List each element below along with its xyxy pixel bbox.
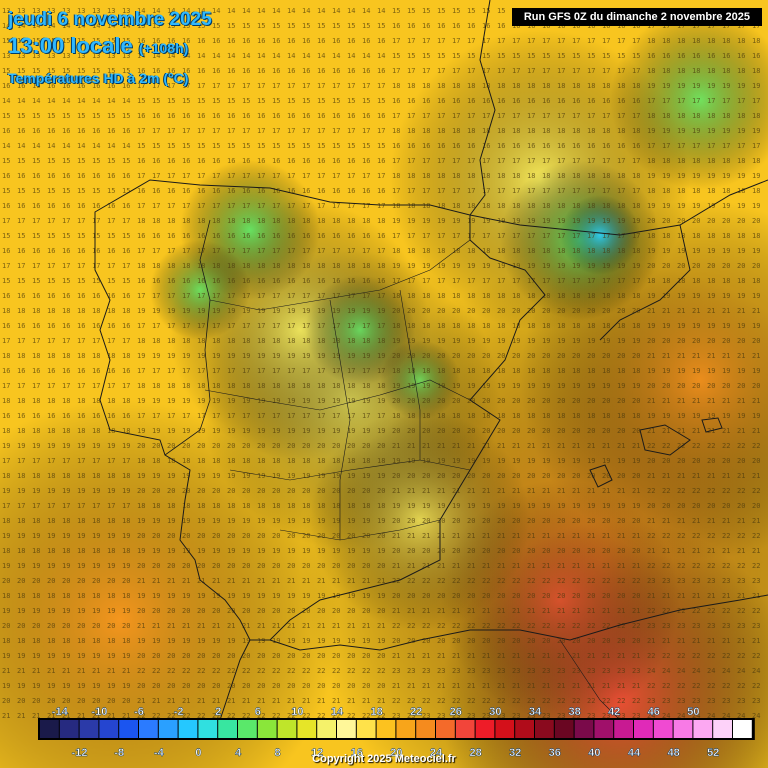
legend-tick-label: 16 bbox=[351, 747, 363, 759]
legend-tick-label: 8 bbox=[275, 747, 281, 759]
legend-tick-label: 30 bbox=[489, 706, 501, 718]
legend-tick-label: 6 bbox=[255, 706, 261, 718]
legend-tick-label: -6 bbox=[134, 706, 144, 718]
legend-color-box bbox=[99, 720, 119, 738]
legend-tick-label: 24 bbox=[430, 747, 443, 759]
forecast-time: 13:00 locale (+108h) bbox=[8, 33, 188, 59]
legend-color-box bbox=[158, 720, 178, 738]
lead-time: (+108h) bbox=[138, 40, 189, 56]
legend-tick-label: -14 bbox=[52, 706, 69, 718]
legend-tick-label: 40 bbox=[588, 747, 600, 759]
legend-color-box bbox=[198, 720, 218, 738]
legend-color-box bbox=[317, 720, 336, 738]
legend-tick-label: 10 bbox=[291, 706, 303, 718]
legend-color-box bbox=[733, 720, 752, 738]
run-info-badge: Run GFS 0Z du dimanche 2 novembre 2025 bbox=[511, 8, 762, 26]
forecast-time-label: 13:00 locale bbox=[8, 33, 133, 58]
legend-tick-label: 0 bbox=[195, 747, 201, 759]
legend-color-box bbox=[535, 720, 554, 738]
legend-color-box bbox=[436, 720, 455, 738]
color-scale-legend: -14 -10 -6 -2 2 6 10 14 18 22 26 30 34 38 42 46 50 -12 -8… bbox=[38, 706, 755, 759]
legend-color-box bbox=[297, 720, 317, 738]
legend-tick-label: -8 bbox=[114, 747, 124, 759]
legend-tick-label: 36 bbox=[549, 747, 561, 759]
legend-tick-label: 4 bbox=[235, 747, 242, 759]
legend-color-box bbox=[218, 720, 237, 738]
legend-tick-label: 28 bbox=[469, 747, 481, 759]
legend-color-box bbox=[178, 720, 198, 738]
legend-tick-label: 42 bbox=[608, 706, 620, 718]
legend-color-box bbox=[594, 720, 614, 738]
legend-tick-label: -10 bbox=[91, 706, 107, 718]
legend-color-box bbox=[277, 720, 297, 738]
legend-tick-label: 12 bbox=[311, 747, 323, 759]
legend-color-box bbox=[396, 720, 416, 738]
legend-color-box bbox=[257, 720, 277, 738]
copyright-notice: Copyright 2025 Meteociel.fr bbox=[312, 753, 456, 765]
legend-tick-label: 18 bbox=[370, 706, 382, 718]
legend-color-box bbox=[475, 720, 495, 738]
legend-tick-label: 32 bbox=[509, 747, 521, 759]
legend-color-box bbox=[653, 720, 673, 738]
legend-tick-label: 46 bbox=[648, 706, 660, 718]
legend-color-box bbox=[713, 720, 732, 738]
legend-tick-label: 44 bbox=[628, 747, 641, 759]
legend-tick-label: 26 bbox=[450, 706, 462, 718]
legend-color-box bbox=[455, 720, 475, 738]
legend-color-box bbox=[376, 720, 396, 738]
legend-tick-label: 22 bbox=[410, 706, 422, 718]
legend-tick-label: -12 bbox=[72, 747, 88, 759]
legend-color-box bbox=[337, 720, 356, 738]
legend-tick-label: 34 bbox=[529, 706, 542, 718]
legend-tick-label: 48 bbox=[667, 747, 679, 759]
legend-tick-label: 52 bbox=[707, 747, 719, 759]
legend-color-box bbox=[554, 720, 574, 738]
legend-color-box bbox=[356, 720, 376, 738]
legend-color-box bbox=[634, 720, 653, 738]
legend-color-box bbox=[139, 720, 158, 738]
parameter-title: Températures HD à 2m (°C) bbox=[8, 70, 189, 86]
legend-color-box bbox=[79, 720, 99, 738]
legend-tick-label: -2 bbox=[174, 706, 184, 718]
legend-color-box bbox=[574, 720, 594, 738]
legend-color-box bbox=[119, 720, 138, 738]
legend-color-box bbox=[238, 720, 257, 738]
forecast-date: jeudi 6 novembre 2025 bbox=[8, 9, 212, 30]
legend-color-box bbox=[515, 720, 534, 738]
legend-color-box bbox=[614, 720, 633, 738]
legend-color-box bbox=[495, 720, 515, 738]
legend-tick-label: 2 bbox=[215, 706, 221, 718]
legend-color-box bbox=[693, 720, 713, 738]
legend-color-box bbox=[59, 720, 79, 738]
legend-tick-label: 38 bbox=[568, 706, 580, 718]
legend-color-box bbox=[40, 720, 59, 738]
legend-color-box bbox=[673, 720, 693, 738]
legend-color-box bbox=[416, 720, 435, 738]
legend-tick-label: -4 bbox=[154, 747, 165, 759]
legend-tick-label: 50 bbox=[687, 706, 699, 718]
legend-tick-label: 20 bbox=[390, 747, 402, 759]
legend-tick-label: 14 bbox=[331, 706, 344, 718]
